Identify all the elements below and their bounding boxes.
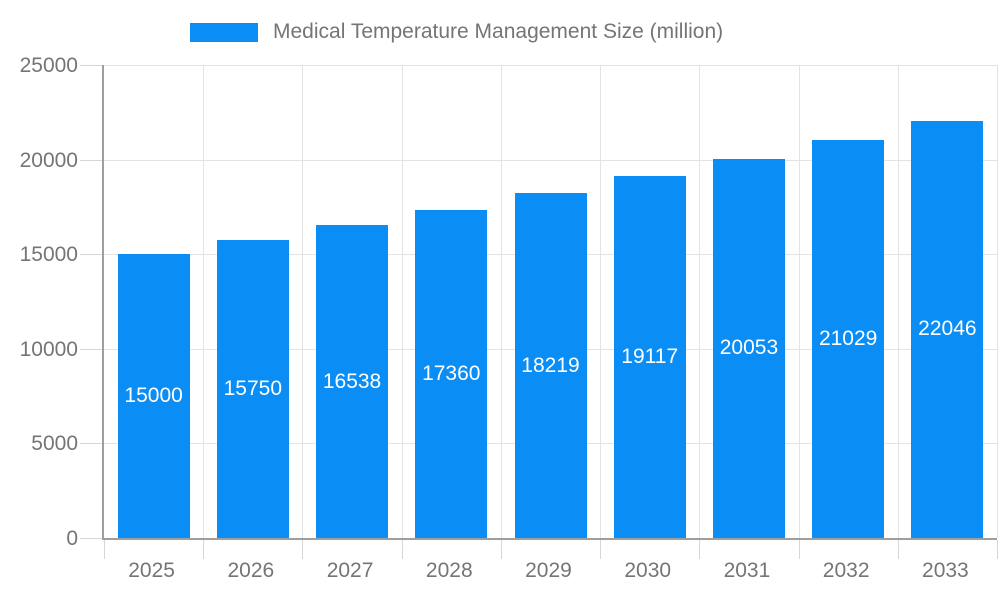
plot-area: 15000 15750 16538 17360 18219 19117 20053 21029… [80,65,998,559]
bar-2026: 15750 [216,240,289,538]
x-axis-tick-label: 2031 [723,559,771,582]
x-axis-tick-label: 2033 [922,559,969,582]
x-axis-tick-label: 2026 [227,559,275,582]
v-gridline [401,65,403,538]
v-gridline [897,65,899,538]
legend-swatch-icon [190,22,258,42]
v-gridline [699,65,701,538]
y-tick [80,443,102,445]
bar-value-label: 17360 [422,361,481,385]
bar-value-label: 18219 [521,353,580,377]
x-tick [203,540,205,559]
x-axis-tick-label: 2028 [425,559,473,582]
y-tick [80,538,102,539]
bar-value-label: 21029 [818,327,878,351]
y-tick [80,254,102,256]
x-axis-tick-label: 2029 [525,559,572,582]
v-gridline [500,65,502,538]
y-axis-tick-label: 5000 [31,432,78,456]
x-tick [401,540,403,559]
v-gridline [997,65,998,538]
bar-value-label: 15000 [124,384,183,408]
y-axis-tick-label: 0 [66,527,78,550]
legend-label: Medical Temperature Management Size (mil… [273,20,724,43]
y-tick [80,348,102,350]
v-gridline [600,65,602,538]
bar-2032: 21029 [812,140,885,538]
v-gridline [302,65,304,538]
h-gridline [104,159,997,161]
y-tick [80,159,102,161]
y-axis-tick-label: 15000 [19,243,78,267]
bar-value-label: 16538 [322,369,382,393]
h-gridline [104,65,997,66]
x-tick [302,540,304,559]
x-axis-tick-label: 2032 [822,559,870,582]
v-gridline [203,65,205,538]
chart-legend[interactable]: Medical Temperature Management Size (mil… [190,20,723,44]
x-tick [997,540,998,559]
x-tick [699,540,701,559]
x-axis-tick-label: 2027 [326,559,374,582]
bar-2030: 19117 [613,176,686,538]
y-axis-tick-label: 20000 [19,148,78,172]
y-axis-tick-label: 25000 [19,54,78,77]
v-gridline [798,65,800,538]
x-tick [600,540,602,559]
bar-2025: 15000 [117,254,190,538]
bar-2028: 17360 [415,209,488,538]
x-axis-tick-label: 2025 [128,559,175,582]
x-tick [500,540,502,559]
bar-value-label: 15750 [223,377,283,400]
bar-value-label: 22046 [918,317,977,341]
x-tick [897,540,899,559]
x-axis-tick-label: 2030 [624,559,672,582]
x-tick [798,540,800,559]
bar-2027: 16538 [316,225,389,538]
bar-value-label: 19117 [621,345,679,369]
y-axis-tick-label: 10000 [19,337,78,361]
bar-2033: 22046 [911,120,984,538]
x-tick [104,540,105,559]
y-tick [80,65,102,66]
bar-2031: 20053 [712,158,785,538]
bar-value-label: 20053 [719,336,779,360]
bar-2029: 18219 [514,193,587,538]
